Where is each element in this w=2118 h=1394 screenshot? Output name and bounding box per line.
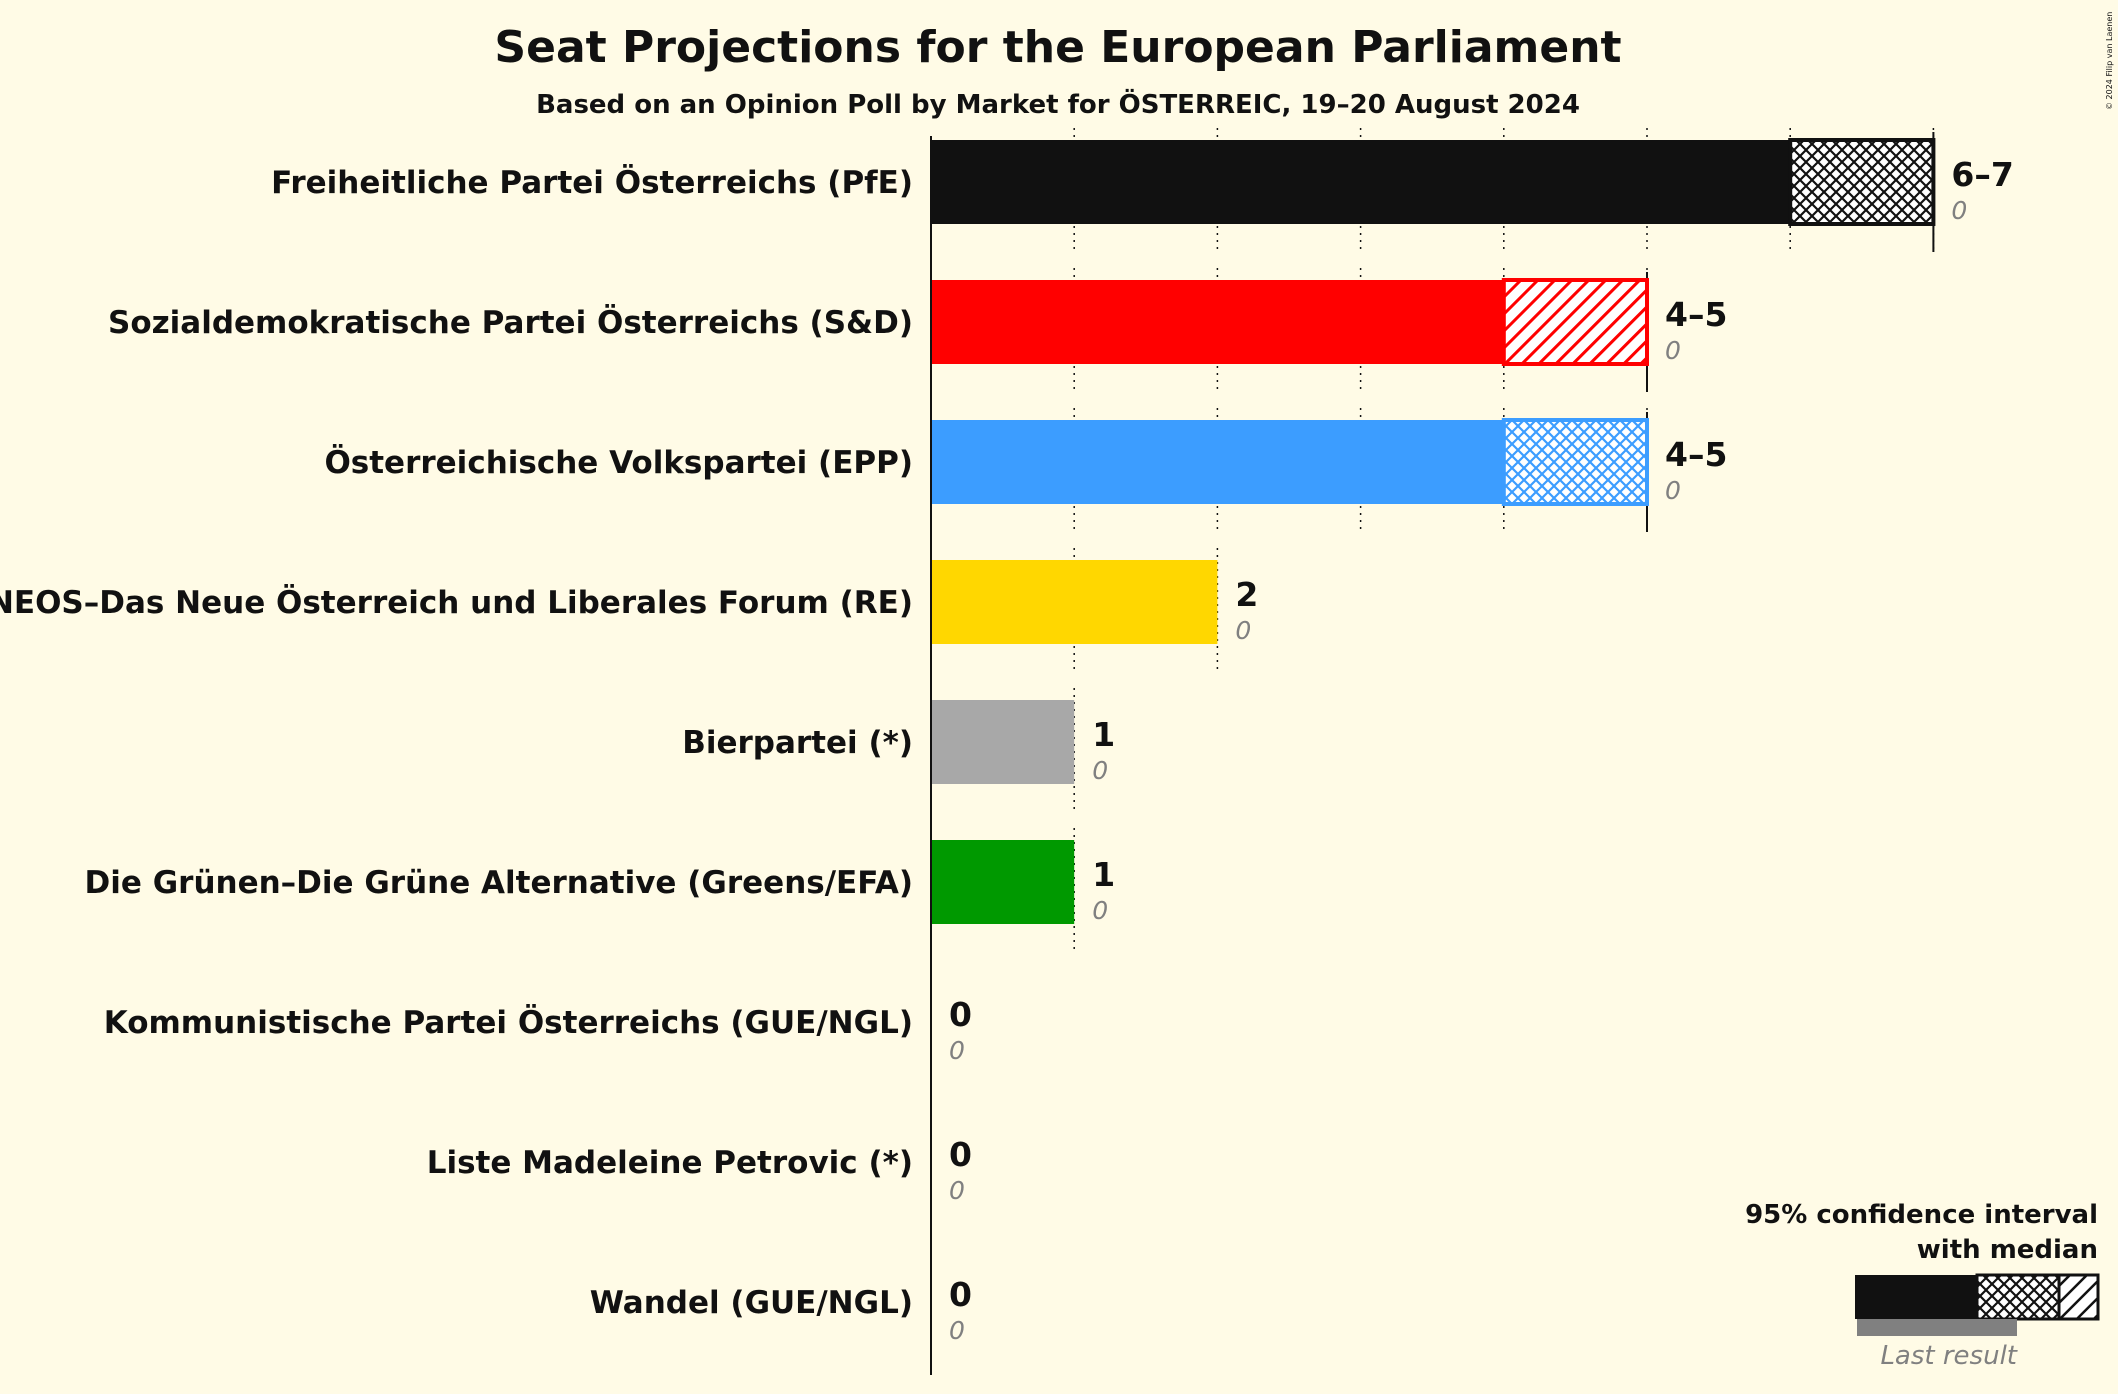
legend-last-result-swatch [1857, 1319, 2017, 1336]
bars [931, 138, 1936, 924]
last-result-label: 0 [1665, 476, 1681, 505]
bar-confidence-interval [1501, 278, 1650, 366]
legend-solid-swatch [1855, 1275, 1977, 1319]
bar-confidence-interval [1501, 418, 1650, 506]
legend: 95% confidence interval with median Last… [1745, 1200, 2100, 1371]
grid-lines [1073, 128, 1935, 952]
legend-last-result-label: Last result [1880, 1341, 2017, 1371]
seat-range-label: 0 [949, 1275, 972, 1314]
party-label: Sozialdemokratische Partei Österreichs (… [108, 304, 913, 341]
last-result-label: 0 [1665, 336, 1681, 365]
last-result-label: 0 [949, 1176, 965, 1205]
bar-lower-bound [931, 560, 1218, 644]
bar-lower-bound [931, 840, 1075, 924]
party-label: Die Grünen–Die Grüne Alternative (Greens… [85, 865, 913, 901]
bar-lower-bound [931, 700, 1075, 784]
last-result-label: 0 [1951, 196, 1967, 225]
last-result-label: 0 [1235, 616, 1251, 645]
party-label: Freiheitliche Partei Österreichs (PfE) [271, 164, 913, 201]
legend-ci-label-line1: 95% confidence interval [1745, 1200, 2098, 1230]
bar-lower-bound [931, 420, 1504, 504]
last-result-label: 0 [949, 1036, 965, 1065]
seat-range-label: 0 [949, 1135, 972, 1174]
legend-ci-label-line2: with median [1917, 1235, 2098, 1265]
chart-subtitle: Based on an Opinion Poll by Market for Ö… [536, 87, 1580, 120]
legend-crosshatch-swatch [1975, 1273, 2061, 1321]
party-labels: Freiheitliche Partei Österreichs (PfE) 6–… [0, 155, 2014, 1345]
party-label: Wandel (GUE/NGL) [590, 1285, 913, 1321]
last-result-label: 0 [1092, 896, 1108, 925]
bar-lower-bound [931, 280, 1504, 364]
seat-range-label: 0 [949, 995, 972, 1034]
legend-diagonal-swatch [2057, 1273, 2100, 1321]
copyright-notice: © 2024 Filip van Laenen [2105, 12, 2114, 110]
seat-range-label: 2 [1235, 575, 1258, 614]
last-result-label: 0 [1092, 756, 1108, 785]
bar-confidence-interval [1788, 138, 1936, 226]
chart-title: Seat Projections for the European Parlia… [494, 22, 1621, 73]
party-label: Bierpartei (*) [682, 725, 913, 761]
seat-range-label: 4–5 [1665, 295, 1727, 334]
seat-range-label: 4–5 [1665, 435, 1727, 474]
seat-range-label: 1 [1092, 715, 1115, 754]
seat-range-label: 6–7 [1951, 155, 2013, 194]
party-label: Kommunistische Partei Österreichs (GUE/N… [104, 1004, 913, 1041]
party-label: Österreichische Volkspartei (EPP) [324, 444, 913, 481]
party-label: Liste Madeleine Petrovic (*) [427, 1145, 913, 1181]
last-result-label: 0 [949, 1316, 965, 1345]
party-label: NEOS–Das Neue Österreich und Liberales F… [0, 584, 913, 621]
bar-lower-bound [931, 140, 1791, 224]
seat-range-label: 1 [1092, 855, 1115, 894]
